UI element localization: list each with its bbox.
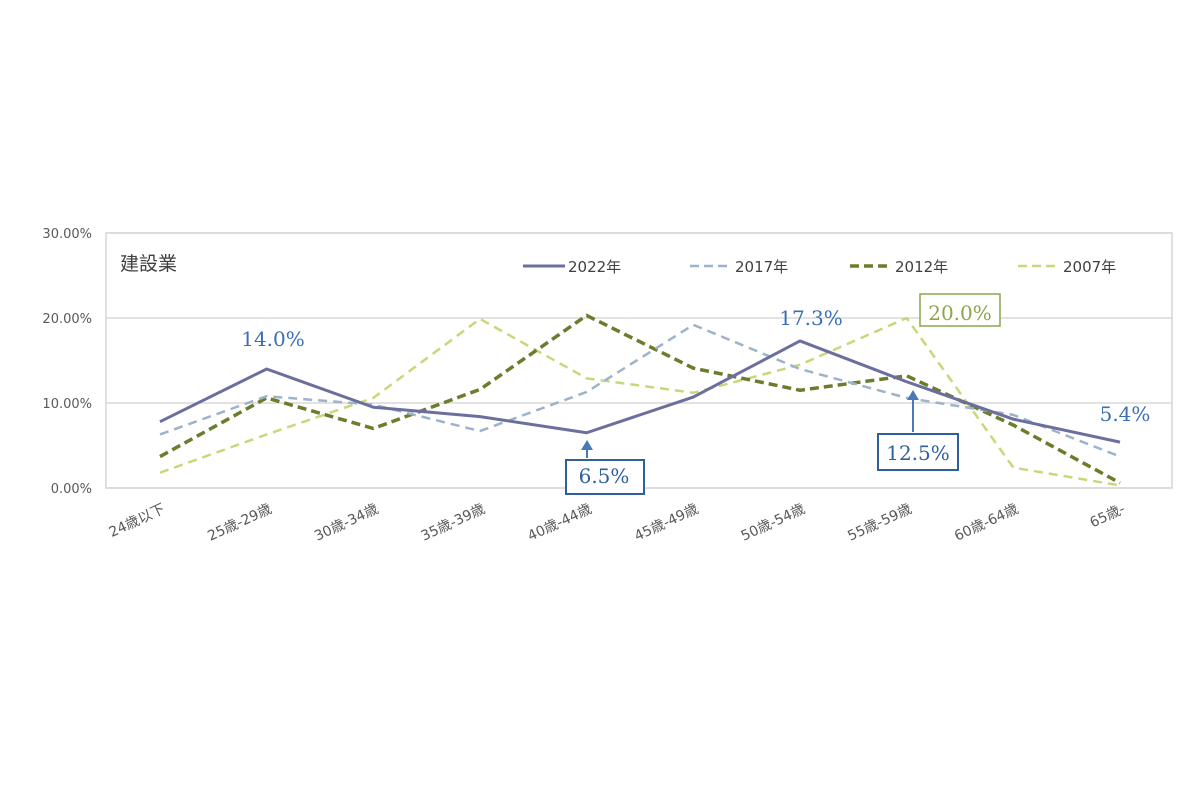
arrow-up-icon: [907, 390, 919, 400]
annotation-label: 12.5%: [886, 441, 950, 465]
data-annotation: 12.5%: [877, 390, 959, 471]
x-tick-label: 40歳-44歳: [525, 501, 594, 545]
annotation-label: 6.5%: [579, 464, 630, 488]
data-annotation: 6.5%: [565, 440, 645, 495]
x-tick-label: 50歳-54歳: [739, 501, 808, 545]
x-tick-label: 45歳-49歳: [632, 501, 701, 545]
legend-label: 2017年: [735, 258, 788, 276]
x-tick-label: 55歳-59歳: [845, 501, 914, 545]
data-annotation: 20.0%: [919, 293, 1001, 327]
x-tick-label: 30歳-34歳: [312, 501, 381, 545]
data-annotation: 17.3%: [779, 306, 843, 330]
series-line: [159, 339, 1121, 444]
legend-label: 2007年: [1063, 258, 1116, 276]
y-tick-label: 30.00%: [42, 227, 92, 242]
annotations: 14.0% 6.5% 17.3% 12.5% 20.0% 5.4%: [241, 293, 1151, 495]
x-tick-label: 25歳-29歳: [205, 501, 274, 545]
x-tick-label: 35歳-39歳: [419, 501, 488, 545]
plot-frame: [105, 232, 1173, 489]
gridlines: [106, 232, 1172, 489]
y-tick-label: 10.00%: [42, 397, 92, 412]
y-axis-ticks: 0.00% 10.00% 20.00% 30.00%: [42, 227, 92, 497]
annotation-label: 20.0%: [928, 301, 992, 325]
legend-label: 2012年: [895, 258, 948, 276]
x-tick-label: 24歳以下: [107, 501, 168, 541]
series-line: [159, 316, 1121, 487]
series-line: [159, 323, 1121, 458]
y-tick-label: 0.00%: [51, 482, 92, 497]
legend: 2022年 2017年 2012年 2007年: [523, 258, 1116, 276]
x-axis-ticks: 24歳以下 25歳-29歳 30歳-34歳 35歳-39歳 40歳-44歳 45歳-49歳…: [107, 501, 1128, 545]
annotation-box: [919, 293, 1001, 327]
x-tick-label: 60歳-64歳: [952, 501, 1021, 545]
arrow-up-icon: [581, 440, 593, 450]
chart-title: 建設業: [120, 253, 177, 275]
x-tick-label: 65歳-: [1088, 501, 1128, 531]
annotation-box: [877, 433, 959, 471]
data-annotation: 14.0%: [241, 327, 305, 351]
annotation-label: 5.4%: [1100, 402, 1151, 426]
y-tick-label: 20.00%: [42, 312, 92, 327]
data-annotation: 5.4%: [1100, 402, 1151, 426]
annotation-box: [565, 459, 645, 495]
legend-label: 2022年: [568, 258, 621, 276]
annotation-label: 17.3%: [779, 306, 843, 330]
series-lines: [159, 313, 1121, 487]
annotation-label: 14.0%: [241, 327, 305, 351]
